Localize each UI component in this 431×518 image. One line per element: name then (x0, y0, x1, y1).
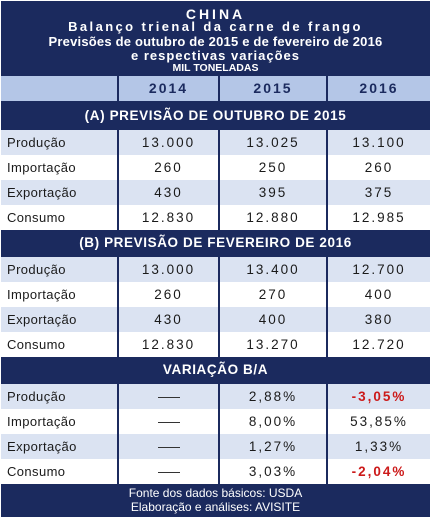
year-header-blank (1, 76, 117, 101)
table-cell: 400 (328, 282, 430, 307)
year-header: 2014 (119, 76, 218, 101)
table-cell: 13.270 (220, 332, 326, 357)
empty-dash (119, 384, 218, 409)
table-footer: Fonte dos dados básicos: USDA Elaboração… (1, 486, 430, 517)
source-note: Fonte dos dados básicos: USDA (128, 486, 303, 500)
credit-note: Elaboração e análises: AVISITE (130, 500, 301, 514)
table-caption-line: e respectivas variações (131, 48, 300, 63)
row-label: Exportação (1, 307, 117, 332)
table-cell: 375 (328, 180, 430, 205)
table-row: Importação 260 270 400 (1, 282, 430, 307)
table-cell: 395 (220, 180, 326, 205)
table-cell: 53,85% (328, 409, 430, 434)
table-cell: 8,00% (220, 409, 326, 434)
table-cell: 270 (220, 282, 326, 307)
table-cell: 1,33% (328, 434, 430, 459)
table-cell: 12.985 (328, 205, 430, 230)
table-cell: 260 (328, 155, 430, 180)
table-row: Consumo 12.830 13.270 12.720 (1, 332, 430, 357)
row-label: Consumo (1, 459, 117, 484)
row-label: Produção (1, 384, 117, 409)
table-cell: 12.830 (119, 205, 218, 230)
year-header: 2015 (220, 76, 326, 101)
table-cell: 260 (119, 155, 218, 180)
table-row: Exportação 430 400 380 (1, 307, 430, 332)
row-label: Exportação (1, 180, 117, 205)
table-cell: 380 (328, 307, 430, 332)
table-cell: 12.830 (119, 332, 218, 357)
table-cell: 12.700 (328, 257, 430, 282)
row-label: Importação (1, 282, 117, 307)
negative-cell: -3,05% (328, 384, 430, 409)
table-row: Produção 13.000 13.400 12.700 (1, 257, 430, 282)
year-header: 2016 (328, 76, 430, 101)
section-title-variation: VARIAÇÃO B/A (162, 362, 269, 377)
table-header: CHINA Balanço trienal da carne de frango… (1, 1, 430, 73)
row-label: Importação (1, 155, 117, 180)
table-row: Importação 260 250 260 (1, 155, 430, 180)
table-cell: 1,27% (220, 434, 326, 459)
row-label: Produção (1, 130, 117, 155)
section-title-a: (A) PREVISÃO DE OUTUBRO DE 2015 (84, 108, 347, 123)
table-cell: 250 (220, 155, 326, 180)
table-cell: 13.025 (220, 130, 326, 155)
row-label: Produção (1, 257, 117, 282)
row-label: Importação (1, 409, 117, 434)
table-row: Produção 13.000 13.025 13.100 (1, 130, 430, 155)
row-label: Consumo (1, 332, 117, 357)
table-row: Importação 8,00% 53,85% (1, 409, 430, 434)
table-caption-line: Previsões de outubro de 2015 e de fevere… (48, 34, 383, 49)
table-cell: 430 (119, 307, 218, 332)
table-subtitle: Balanço trienal da carne de frango (68, 19, 363, 34)
table-row: Consumo 12.830 12.880 12.985 (1, 205, 430, 230)
table-cell: 2,88% (220, 384, 326, 409)
row-label: Exportação (1, 434, 117, 459)
table-cell: 260 (119, 282, 218, 307)
table-cell: 13.000 (119, 257, 218, 282)
table-row: Exportação 430 395 375 (1, 180, 430, 205)
table-cell: 3,03% (220, 459, 326, 484)
table-title: CHINA (185, 6, 246, 22)
section-title-b: (B) PREVISÃO DE FEVEREIRO DE 2016 (79, 235, 352, 250)
table-cell: 430 (119, 180, 218, 205)
unit-label: MIL TONELADAS (172, 62, 259, 74)
table-row: Exportação 1,27% 1,33% (1, 434, 430, 459)
table-cell: 13.000 (119, 130, 218, 155)
empty-dash (119, 459, 218, 484)
row-label: Consumo (1, 205, 117, 230)
table-cell: 13.100 (328, 130, 430, 155)
empty-dash (119, 434, 218, 459)
negative-cell: -2,04% (328, 459, 430, 484)
table-cell: 13.400 (220, 257, 326, 282)
empty-dash (119, 409, 218, 434)
table-row: Produção 2,88% -3,05% (1, 384, 430, 409)
table-cell: 400 (220, 307, 326, 332)
table-row: Consumo 3,03% -2,04% (1, 459, 430, 484)
table-cell: 12.880 (220, 205, 326, 230)
table-cell: 12.720 (328, 332, 430, 357)
